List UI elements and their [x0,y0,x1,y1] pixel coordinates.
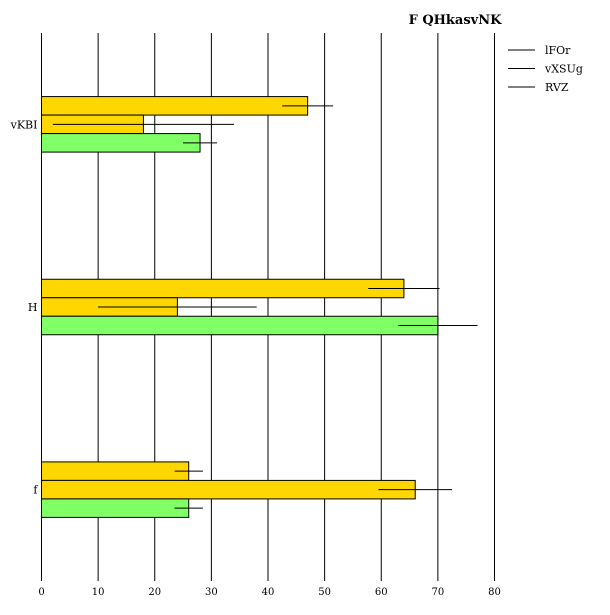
category-label: vKBI [10,118,38,131]
bar [41,461,190,481]
category-labels: vKBI Hf [10,118,39,496]
error-bars [52,105,478,509]
x-tick-label: 60 [375,587,388,598]
x-tick-labels: 0 10 20 30 40 50 60 70 80 [38,587,501,598]
bars [41,96,439,518]
legend: lFOr vXSUg RVZ [508,44,583,94]
x-tick-label: 50 [318,587,331,598]
category-label: f [33,484,38,497]
x-tick-label: 0 [38,587,44,598]
x-tick-label: 80 [488,587,501,598]
legend-label: RVZ [545,81,569,94]
bar [41,498,190,518]
x-tick-label: 20 [148,587,161,598]
bar [41,133,201,153]
legend-label: vXSUg [544,63,583,76]
bar [41,315,439,336]
x-tick-label: 10 [92,587,105,598]
x-tick-label: 70 [432,587,445,598]
legend-label: lFOr [545,44,571,57]
x-tick-label: 40 [262,587,275,598]
bar [41,96,309,116]
category-label: H [28,301,38,314]
x-tick-label: 30 [205,587,218,598]
bar [41,278,405,299]
chart-title: F QHkasvNK [409,13,503,28]
bar [41,479,416,500]
